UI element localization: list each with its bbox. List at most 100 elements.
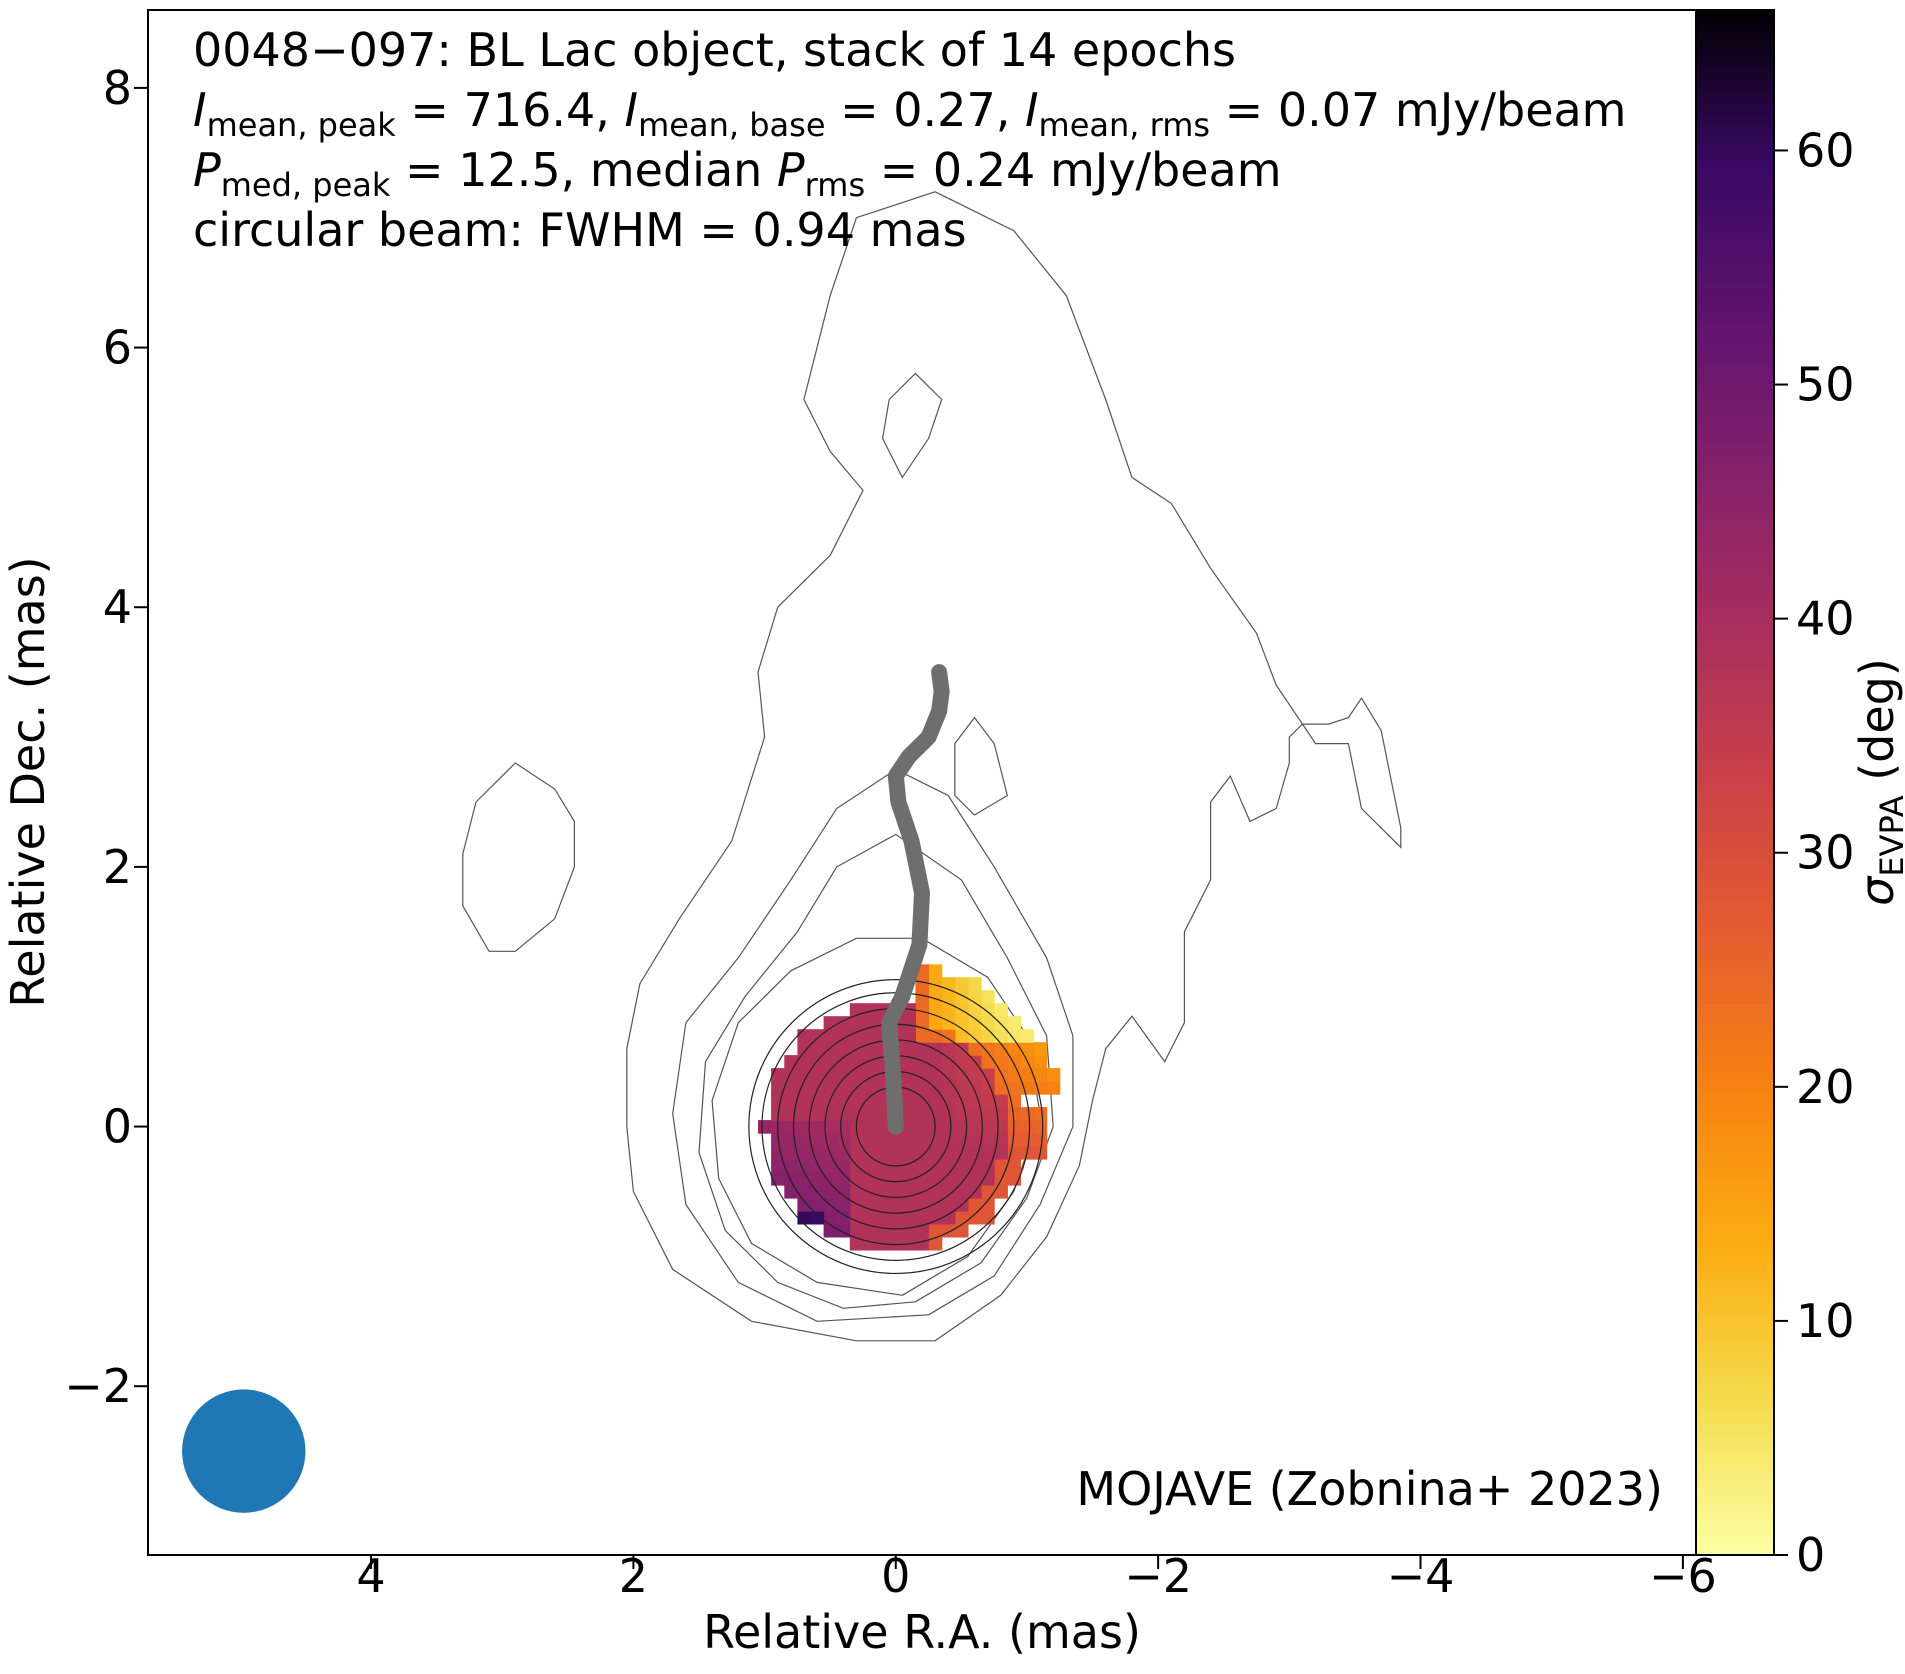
heatmap-pixel [876,1146,890,1160]
heatmap-pixel [981,1172,995,1186]
heatmap-pixel [915,1055,930,1069]
credit-label: MOJAVE (Zobnina+ 2023) [1076,1462,1663,1516]
heatmap-pixel [823,1081,838,1095]
heatmap-pixel [771,1146,785,1160]
heatmap-pixel [994,1029,1008,1043]
heatmap-pixel [771,1159,785,1173]
heatmap-pixel [994,1081,1008,1095]
heatmap-pixel [810,1107,825,1121]
heatmap-pixel [915,1146,930,1160]
heatmap-pixel [836,1107,851,1121]
heatmap-pixel [915,1159,930,1173]
y-tick-label: 4 [103,580,132,634]
heatmap-pixel [954,1016,969,1030]
heatmap-pixel [954,1172,969,1186]
heatmap-pixel [967,1042,982,1056]
heatmap-pixel [836,1198,851,1212]
heatmap-pixel [876,1210,890,1225]
heatmap-pixel [941,1094,956,1108]
heatmap-pixel [967,1068,982,1082]
heatmap-pixel [836,1159,851,1173]
heatmap-pixel [981,1016,995,1030]
heatmap-pixel [889,1236,903,1251]
heatmap-pixel [863,1107,877,1121]
heatmap-pixel [863,1185,877,1199]
heatmap-pixel [1007,1107,1021,1121]
heatmap-pixel [1007,1081,1021,1095]
heatmap-pixel [941,1172,956,1186]
heatmap-pixel [967,1172,982,1186]
heatmap-pixel [889,1210,903,1225]
y-tick-label: 6 [103,321,132,375]
heatmap-pixel [967,1198,982,1212]
x-axis-ticks: 4 2 0 −2 −4 −6 [356,1549,1716,1603]
heatmap-pixel [902,1172,916,1186]
heatmap-pixel [836,1133,851,1147]
x-tick-label: 0 [881,1549,910,1603]
heatmap-pixel [823,1055,838,1069]
heatmap-pixel [915,1068,930,1082]
heatmap-pixel [981,1198,995,1212]
heatmap-pixel [954,990,969,1004]
heatmap-pixel [876,1198,890,1212]
heatmap-pixel [863,1081,877,1095]
heatmap-pixel [967,1081,982,1095]
heatmap-pixel [1007,1029,1021,1043]
heatmap-pixel [928,964,943,978]
y-axis-label: Relative Dec. (mas) [1,556,55,1007]
heatmap-pixel [941,1185,956,1199]
heatmap-pixel [1033,1133,1048,1147]
heatmap-pixel [797,1198,812,1212]
heatmap-pixel [797,1210,812,1225]
heatmap-pixel [967,1120,982,1134]
x-tick-label: 4 [356,1549,385,1603]
heatmap-pixel [928,1146,943,1160]
heatmap-pixel [1020,1081,1035,1095]
heatmap-pixel [863,1029,877,1043]
heatmap-pixel [954,1068,969,1082]
heatmap-pixel [784,1159,798,1173]
heatmap-pixel [1046,1068,1061,1082]
heatmap-pixel [967,1107,982,1121]
heatmap-pixel [981,1055,995,1069]
heatmap-pixel [967,990,982,1004]
heatmap-pixel [849,1055,864,1069]
heatmap-pixel [981,1146,995,1160]
y-tick-label: 2 [103,840,132,894]
heatmap-pixel [810,1198,825,1212]
heatmap-pixel [981,1068,995,1082]
x-tick-label: 2 [619,1549,648,1603]
heatmap-pixel [967,1016,982,1030]
heatmap-pixel [889,1146,903,1160]
heatmap-pixel [810,1133,825,1147]
heatmap-pixel [863,1003,877,1017]
heatmap-pixel [981,1210,995,1225]
heatmap-pixel [1020,1107,1035,1121]
heatmap-pixel [797,1159,812,1173]
heatmap-pixel [849,1016,864,1030]
heatmap-pixel [967,1133,982,1147]
heatmap-pixel [797,1146,812,1160]
heatmap-pixel [994,1016,1008,1030]
heatmap-pixel [889,1198,903,1212]
heatmap-pixel [1020,1120,1035,1134]
heatmap-pixel [954,1210,969,1225]
heatmap-pixel [784,1172,798,1186]
heatmap-pixel [954,1223,969,1238]
heatmap-pixel [941,1133,956,1147]
heatmap-pixel [994,1185,1008,1199]
heatmap-pixel [902,1210,916,1225]
heatmap-pixel [797,1029,812,1043]
heatmap-pixel [863,1055,877,1069]
colorbar-tick-label: 50 [1796,358,1855,412]
heatmap-pixel [902,1107,916,1121]
heatmap-pixel [889,1185,903,1199]
heatmap-pixel [981,1107,995,1121]
heatmap-pixel [941,990,956,1004]
heatmap-pixel [1033,1055,1048,1069]
heatmap-pixel [915,990,930,1004]
title-line: Pmed, peak = 12.5, median Prms = 0.24 mJ… [193,143,1282,204]
heatmap-pixel [1020,1068,1035,1082]
heatmap-pixel [823,1223,838,1238]
